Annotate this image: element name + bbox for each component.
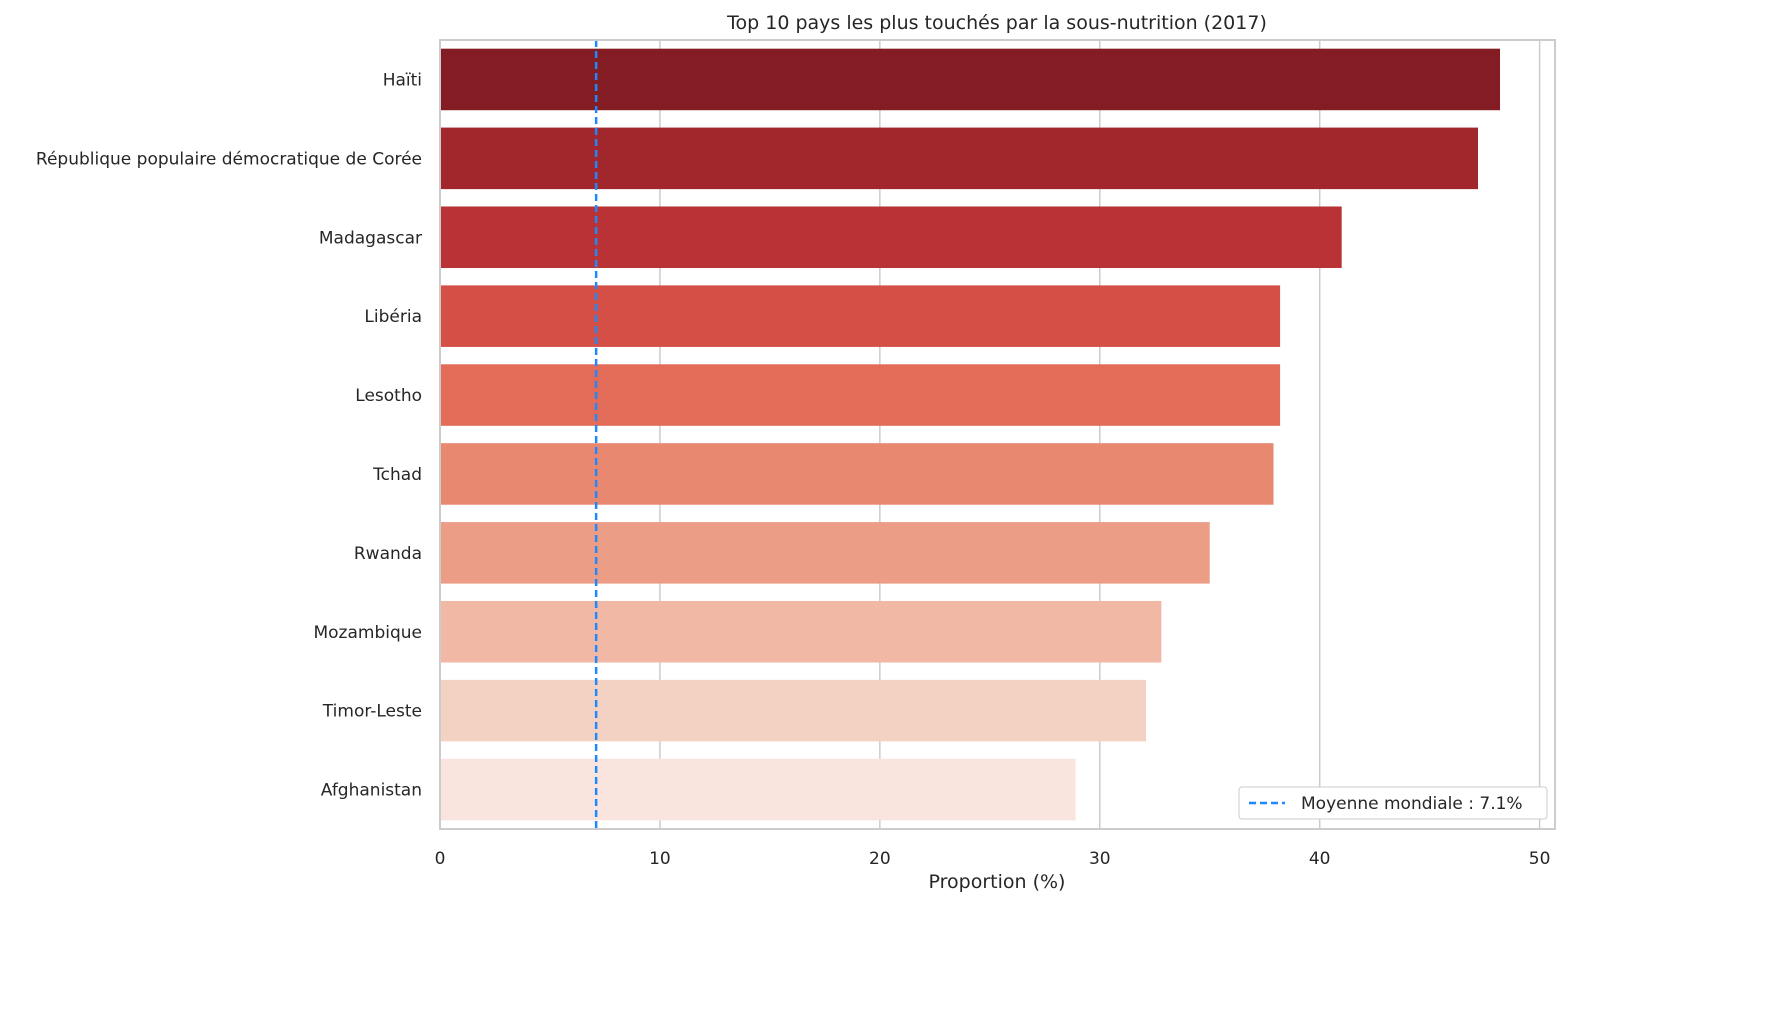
bar — [440, 600, 1162, 663]
legend-label: Moyenne mondiale : 7.1% — [1301, 794, 1523, 814]
bar — [440, 364, 1281, 426]
x-tick-label: 0 — [435, 849, 446, 869]
bar — [440, 758, 1076, 821]
legend: Moyenne mondiale : 7.1% — [1238, 786, 1548, 820]
plot-frame — [439, 39, 1556, 830]
y-tick-label: Afghanistan — [321, 781, 422, 801]
y-tick-label: Madagascar — [319, 228, 422, 248]
x-tick-label: 40 — [1309, 849, 1331, 869]
x-axis-label: Proportion (%) — [929, 871, 1066, 893]
y-tick-label: Mozambique — [313, 623, 422, 643]
y-tick-labels: Haïti République populaire démocratique d… — [36, 70, 422, 800]
bar — [440, 127, 1479, 190]
bar — [440, 443, 1274, 505]
bar — [440, 679, 1146, 742]
bars — [440, 48, 1501, 821]
chart-title: Top 10 pays les plus touchés par la sous… — [726, 12, 1267, 34]
y-tick-label: Haïti — [383, 70, 422, 90]
x-tick-label: 20 — [869, 849, 891, 869]
bar — [440, 206, 1342, 269]
legend-box — [1238, 786, 1548, 820]
x-tick-label: 50 — [1529, 849, 1551, 869]
y-tick-label: République populaire démocratique de Cor… — [36, 149, 422, 169]
x-tick-label: 30 — [1089, 849, 1111, 869]
y-tick-label: Timor-Leste — [322, 702, 422, 722]
y-tick-label: Lesotho — [355, 386, 422, 406]
bar — [440, 522, 1210, 584]
y-tick-label: Rwanda — [354, 544, 422, 564]
bar — [440, 48, 1501, 111]
bar — [440, 285, 1281, 347]
x-tick-labels: 0 10 20 30 40 50 — [435, 849, 1551, 869]
y-tick-label: Tchad — [372, 465, 422, 485]
y-tick-label: Libéria — [364, 307, 422, 327]
x-tick-label: 10 — [649, 849, 671, 869]
